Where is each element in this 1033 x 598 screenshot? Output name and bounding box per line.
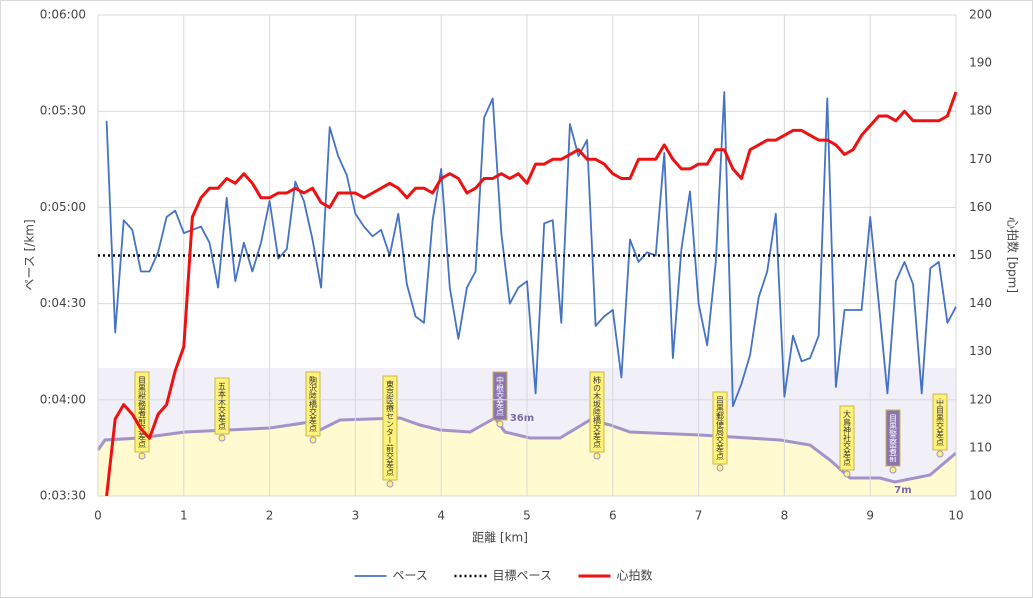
y2-tick-label: 100 xyxy=(969,489,992,503)
landmark-dot xyxy=(138,452,146,460)
x-tick-label: 4 xyxy=(437,509,445,523)
y-tick-label: 0:04:30 xyxy=(40,296,86,310)
y2-tick-label: 180 xyxy=(969,104,992,118)
x-tick-label: 10 xyxy=(948,509,963,523)
legend-label: ペース xyxy=(393,569,428,583)
landmark-dot xyxy=(843,470,851,478)
x-tick-label: 5 xyxy=(523,509,531,523)
landmark-box xyxy=(492,371,508,421)
elevation-label: 7m xyxy=(894,485,911,496)
elevation-label: 36m xyxy=(510,413,534,424)
landmark-label: 柿の木坂陸橋交差点 xyxy=(593,375,602,449)
x-tick-label: 2 xyxy=(266,509,274,523)
landmark-box xyxy=(932,393,948,451)
y2-tick-label: 190 xyxy=(969,56,992,70)
y-tick-label: 0:06:00 xyxy=(40,8,86,22)
x-tick-label: 6 xyxy=(609,509,617,523)
landmark-dot xyxy=(889,466,897,474)
y-tick-label: 0:04:00 xyxy=(40,392,86,406)
landmark-label: 駒沢陸橋交差点 xyxy=(309,375,318,433)
landmark-box xyxy=(382,375,398,481)
x-tick-label: 0 xyxy=(94,509,102,523)
landmark-label: 目黒税務署前交差点 xyxy=(138,376,147,449)
landmark-label: 目黒郵便局交差点 xyxy=(716,396,725,461)
landmark-box xyxy=(839,405,855,471)
landmark-box xyxy=(305,371,321,437)
x-tick-label: 3 xyxy=(352,509,360,523)
x-tick-label: 8 xyxy=(781,509,789,523)
landmark-box xyxy=(712,391,728,465)
landmark-dot xyxy=(496,420,504,428)
landmark-dot xyxy=(716,464,724,472)
landmark-label: 中根交差点 xyxy=(496,375,505,417)
landmark-dot xyxy=(218,434,226,442)
landmark-dot xyxy=(593,452,601,460)
landmark-box xyxy=(885,409,901,467)
y2-tick-label: 150 xyxy=(969,248,992,262)
legend-label: 目標ペース xyxy=(493,569,552,583)
landmark-label: 中目黒交差点 xyxy=(936,397,945,447)
y2-tick-label: 110 xyxy=(969,440,992,454)
y2-tick-label: 200 xyxy=(969,8,992,22)
landmark-box xyxy=(214,377,230,435)
y-axis-title: ペース [/km] xyxy=(23,219,37,290)
legend-label: 心拍数 xyxy=(617,568,653,583)
landmark-dot xyxy=(309,436,317,444)
x-tick-label: 7 xyxy=(695,509,703,523)
series-line xyxy=(105,91,957,408)
landmark-label: 東京医療センター前交差点 xyxy=(386,379,395,477)
y2-tick-label: 120 xyxy=(969,392,992,406)
landmark-label: 五本木交差点 xyxy=(218,382,227,431)
x-tick-label: 1 xyxy=(180,509,188,523)
y2-tick-label: 140 xyxy=(969,296,992,310)
y2-tick-label: 160 xyxy=(969,200,992,214)
y-tick-label: 0:05:00 xyxy=(40,200,86,214)
series-line xyxy=(105,91,958,497)
landmark-dot xyxy=(936,450,944,458)
y-tick-label: 0:03:30 xyxy=(40,489,86,503)
y2-axis-title: 心拍数 [bpm] xyxy=(1006,217,1021,293)
y2-tick-label: 130 xyxy=(969,344,992,358)
landmark-label: 目黒警察署前 xyxy=(889,414,898,463)
x-axis-title: 距離 [km] xyxy=(472,531,528,545)
landmark-box xyxy=(589,371,605,453)
landmark-label: 大鳥神社交差点 xyxy=(843,409,852,467)
landmark-dot xyxy=(386,480,394,488)
x-tick-label: 9 xyxy=(866,509,874,523)
y2-tick-label: 170 xyxy=(969,152,992,166)
y-tick-label: 0:05:30 xyxy=(40,104,86,118)
